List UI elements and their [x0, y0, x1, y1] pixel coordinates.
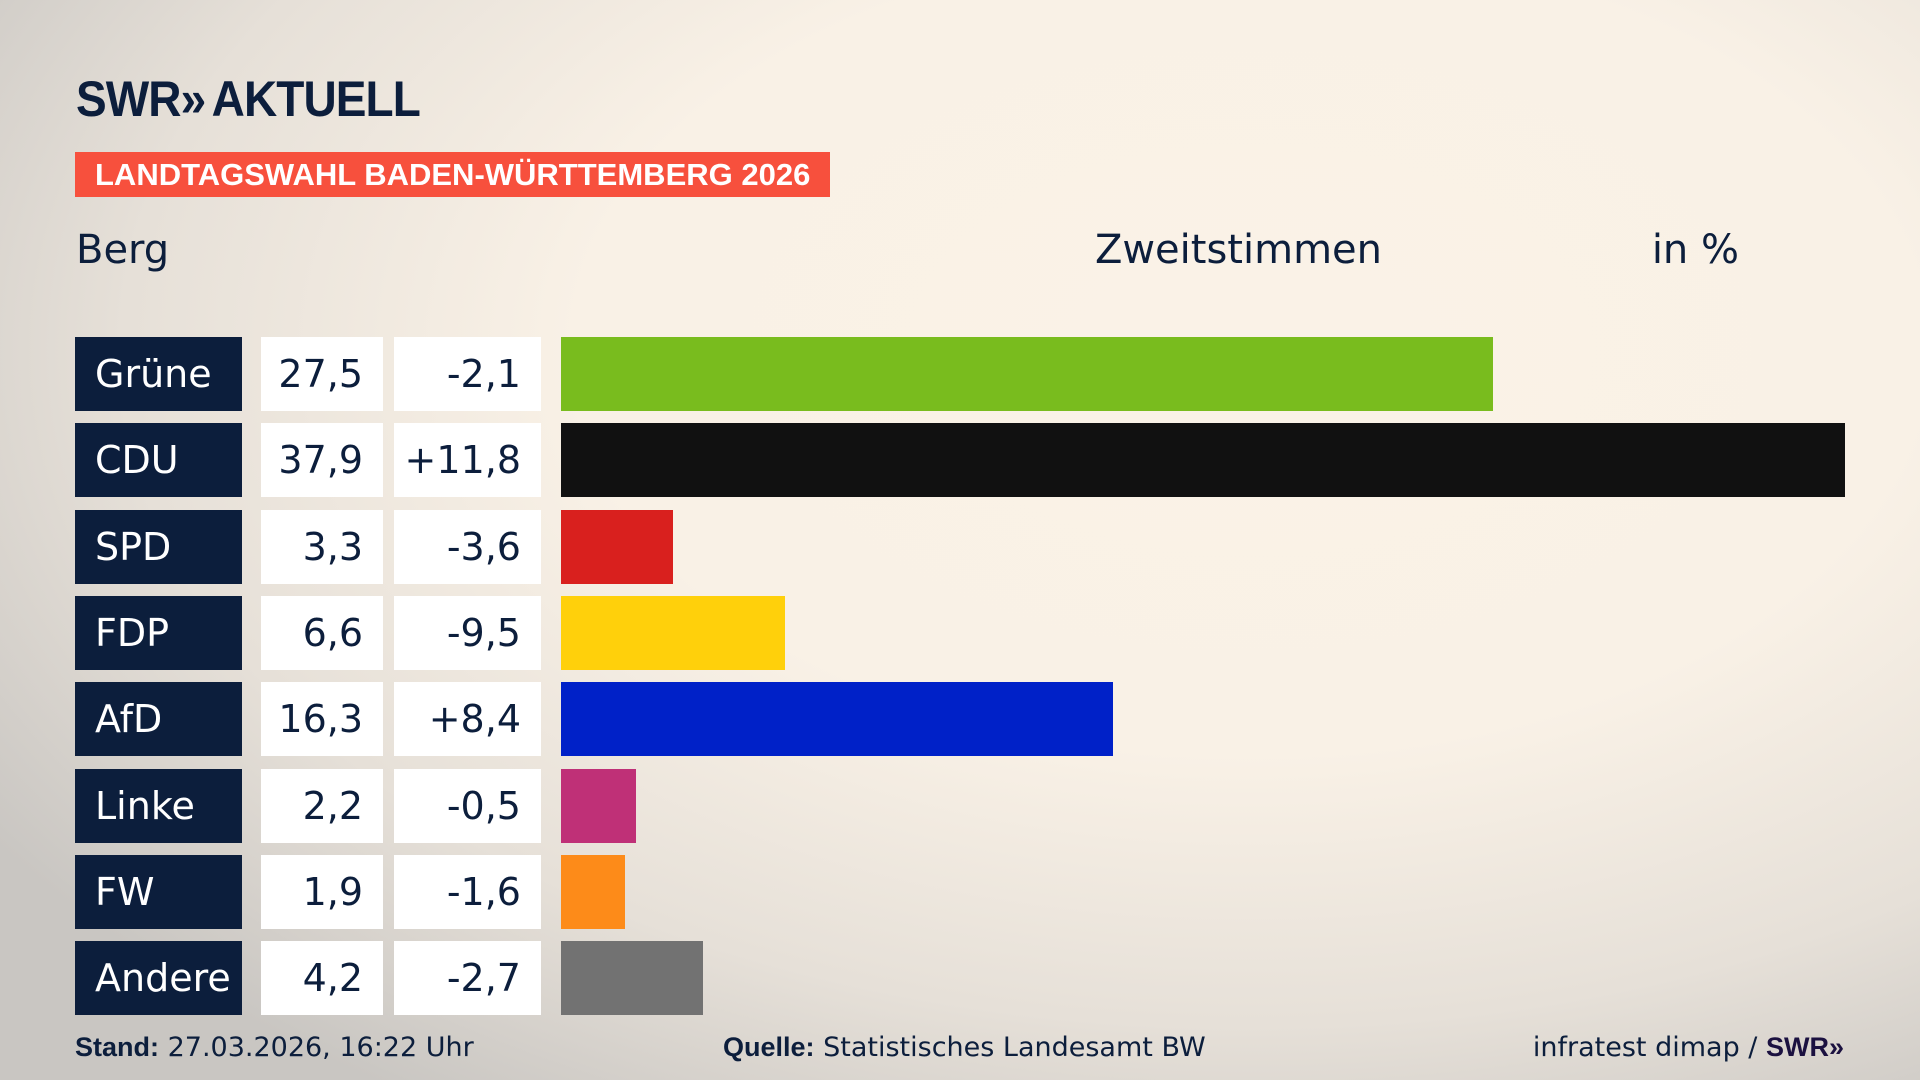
timestamp: Stand: 27.03.2026, 16:22 Uhr — [75, 1032, 474, 1063]
bar-cdu — [561, 423, 1845, 498]
party-diff: -2,7 — [394, 941, 541, 1016]
bar-spd — [561, 509, 673, 584]
party-value: 37,9 — [261, 423, 383, 498]
party-value: 1,9 — [261, 854, 383, 929]
party-value: 4,2 — [261, 941, 383, 1016]
party-diff: -0,5 — [394, 768, 541, 843]
unit-label: in % — [1651, 227, 1739, 273]
party-name: Andere — [75, 941, 242, 1016]
place-title: Berg — [76, 227, 170, 273]
party-value: 3,3 — [261, 509, 383, 584]
party-name: CDU — [75, 423, 242, 498]
swr-aktuell-logo: SWR» AKTUELL — [76, 71, 421, 127]
party-name: AfD — [75, 682, 242, 757]
bar-linke — [561, 768, 636, 843]
bar-andere — [561, 941, 704, 1016]
party-diff: +11,8 — [394, 423, 541, 498]
source: Quelle: Statistisches Landesamt BW — [723, 1032, 1206, 1063]
party-diff: -9,5 — [394, 595, 541, 670]
party-diff: +8,4 — [394, 682, 541, 757]
party-value: 16,3 — [261, 682, 383, 757]
party-name: FDP — [75, 595, 242, 670]
party-value: 2,2 — [261, 768, 383, 843]
metric-label: Zweitstimmen — [1094, 227, 1382, 273]
party-name: Linke — [75, 768, 242, 843]
party-diff: -2,1 — [394, 337, 541, 411]
party-name: SPD — [75, 509, 242, 584]
party-name: FW — [75, 854, 242, 929]
party-value: 6,6 — [261, 595, 383, 670]
bar-fdp — [561, 595, 785, 670]
party-name: Grüne — [75, 337, 242, 411]
party-diff: -3,6 — [394, 509, 541, 584]
credit: infratest dimap / SWR» — [1532, 1032, 1844, 1063]
election-banner: LANDTAGSWAHL BADEN-WÜRTTEMBERG 2026 — [75, 152, 831, 197]
bar-grne — [561, 337, 1493, 411]
bar-afd — [561, 682, 1114, 757]
party-value: 27,5 — [261, 337, 383, 411]
party-diff: -1,6 — [394, 854, 541, 929]
bar-fw — [561, 854, 626, 929]
